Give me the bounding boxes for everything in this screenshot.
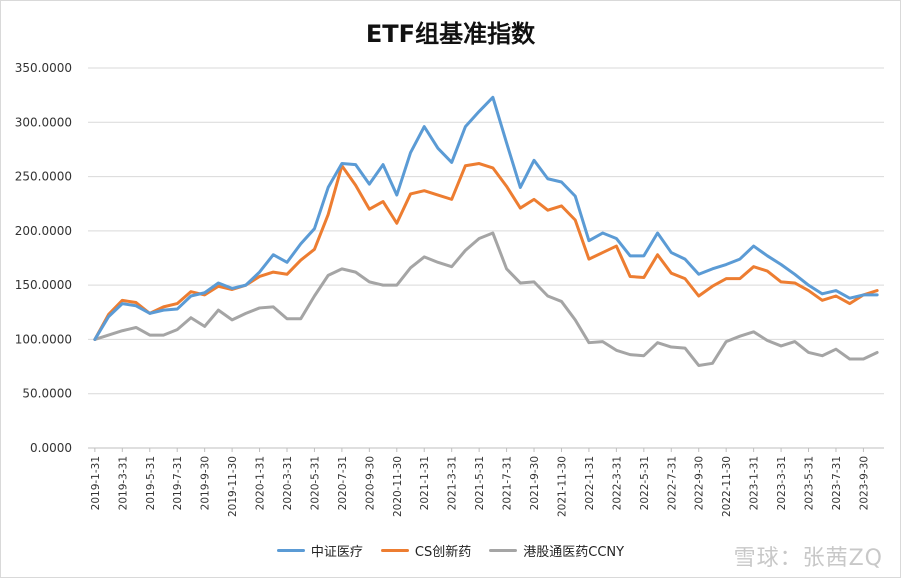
y-tick-label: 50.0000 (22, 387, 72, 401)
legend-swatch (489, 549, 518, 552)
x-tick-label: 2020-5-31 (309, 456, 321, 510)
series-line (93, 162, 879, 341)
chart-title: ETF组基准指数 (365, 20, 536, 48)
x-tick-label: 2022-3-31 (611, 456, 623, 510)
y-axis: 0.0000 50.0000 100.0000 150.0000 200.0000 250… (15, 61, 72, 455)
legend: 中证医疗 CS创新药 港股通医药CCNY (0, 541, 901, 560)
x-tick-label: 2020-11-30 (392, 456, 404, 517)
x-tick-label: 2020-1-31 (255, 456, 267, 510)
x-tick-label: 2020-3-31 (282, 456, 294, 510)
legend-label: 中证医疗 (310, 545, 363, 560)
x-tick-label: 2021-9-30 (529, 456, 541, 510)
x-tick-label: 2019-7-31 (172, 456, 184, 510)
x-tick-label: 2021-1-31 (419, 456, 431, 510)
x-tick-label: 2022-9-30 (694, 456, 706, 510)
x-tick-label: 2019-3-31 (117, 456, 129, 510)
x-tick-label: 2021-3-31 (447, 456, 459, 510)
legend-swatch (380, 549, 409, 552)
legend-label: CS创新药 (414, 545, 472, 560)
grid-layer (88, 67, 884, 449)
y-tick-label: 300.0000 (15, 115, 72, 129)
x-tick-label: 2022-1-31 (584, 456, 596, 510)
y-tick-label: 350.0000 (15, 61, 72, 75)
x-tick-label: 2023-9-30 (858, 456, 870, 510)
y-tick-label: 250.0000 (15, 170, 72, 184)
x-tick-label: 2021-7-31 (502, 456, 514, 510)
x-tick-label: 2023-3-31 (776, 456, 788, 510)
legend-label: 港股通医药CCNY (523, 545, 625, 560)
watermark: 雪球：张茜ZQ (733, 546, 883, 571)
x-tick-label: 2022-5-31 (639, 456, 651, 510)
y-tick-label: 200.0000 (15, 224, 72, 238)
y-tick-label: 0.0000 (30, 441, 72, 455)
series-line (93, 231, 879, 367)
legend-swatch (276, 549, 305, 552)
series-layer (93, 95, 879, 367)
legend-item: 港股通医药CCNY (489, 541, 624, 560)
x-tick-label: 2019-1-31 (90, 456, 102, 510)
x-tick-label: 2019-11-30 (227, 456, 239, 517)
x-tick-label: 2022-11-30 (721, 456, 733, 517)
x-tick-label: 2020-9-30 (364, 456, 376, 510)
x-tick-label: 2020-7-31 (337, 456, 349, 510)
x-tick-label: 2023-5-31 (804, 456, 816, 510)
x-tick-label: 2023-1-31 (749, 456, 761, 510)
series-line (93, 95, 879, 341)
x-tick-label: 2022-7-31 (666, 456, 678, 510)
x-tick-label: 2019-9-30 (200, 456, 212, 510)
x-tick-label: 2019-5-31 (145, 456, 157, 510)
legend-item: 中证医疗 (276, 541, 363, 560)
x-tick-label: 2023-7-31 (831, 456, 843, 510)
x-axis: 2019-1-31 2019-3-31 2019-5-31 2019-7-31 2019… (90, 448, 870, 517)
y-tick-label: 150.0000 (15, 278, 72, 292)
y-tick-label: 100.0000 (15, 332, 72, 346)
x-tick-label: 2021-5-31 (474, 456, 486, 510)
x-tick-label: 2021-11-30 (556, 456, 568, 517)
legend-item: CS创新药 (380, 541, 472, 560)
